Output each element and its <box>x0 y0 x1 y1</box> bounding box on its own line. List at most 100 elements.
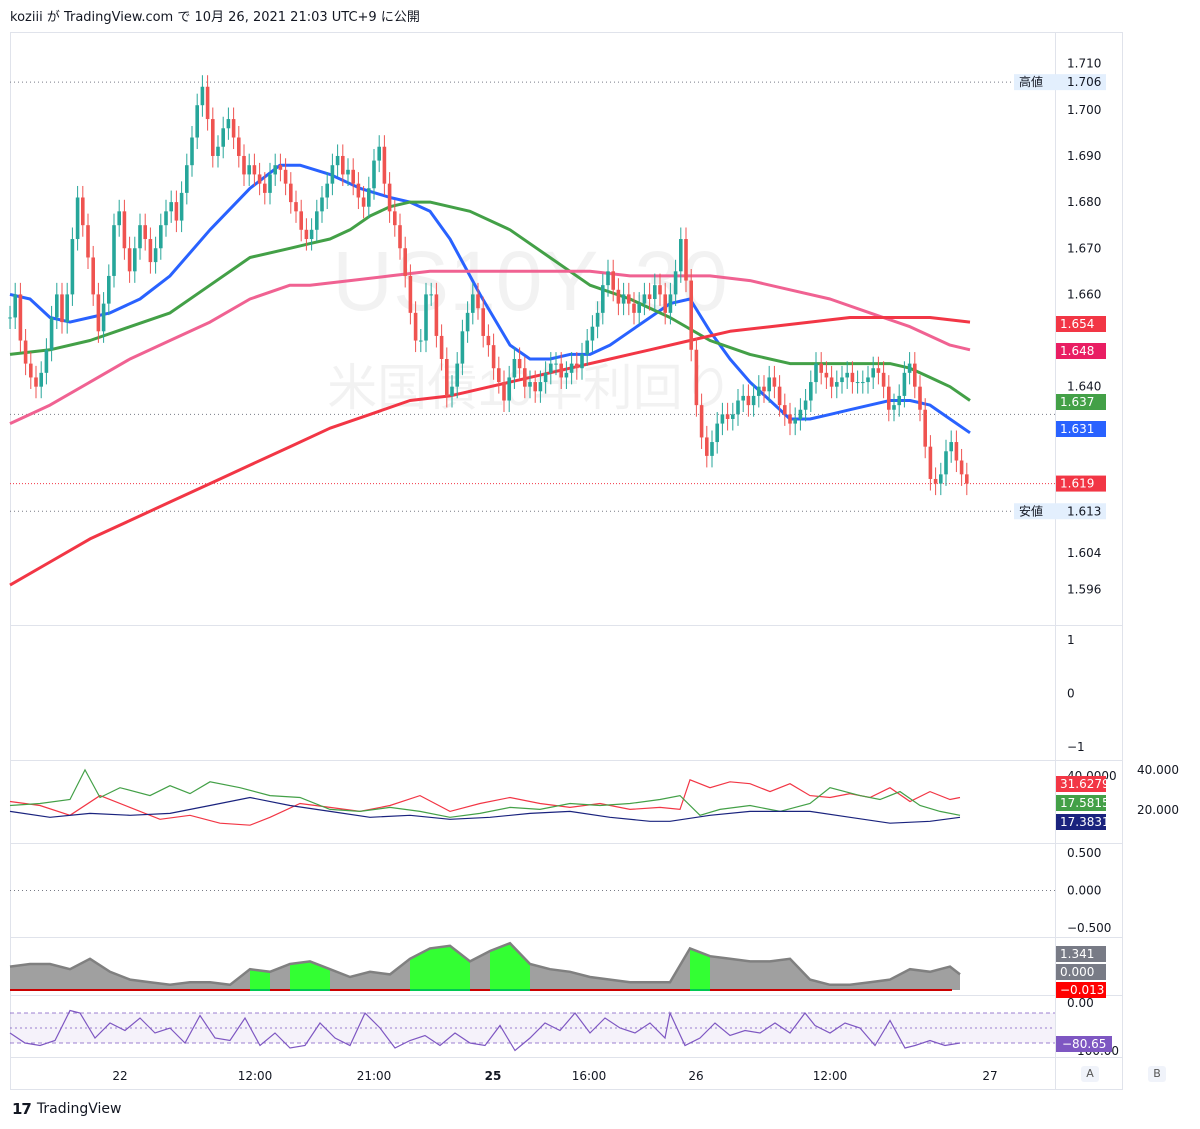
candle-body <box>653 285 657 300</box>
dmi-value-label: 17.3831 <box>1060 815 1110 829</box>
area-segment <box>590 977 610 990</box>
candle-body <box>933 478 938 484</box>
candle-body <box>413 312 418 341</box>
candle-body <box>185 165 189 193</box>
ma-line <box>9 200 971 402</box>
candle-body <box>590 326 595 341</box>
price-tick: 1.710 <box>1067 57 1101 71</box>
candle-body <box>377 146 381 161</box>
candle-body <box>751 395 756 406</box>
candle-body <box>819 363 823 373</box>
indicator2-tick: −0.500 <box>1067 921 1111 935</box>
candle-body <box>101 303 106 332</box>
author-name[interactable]: koziii <box>10 10 43 25</box>
candle-body <box>86 225 90 258</box>
indicator1-tick: 0 <box>1067 687 1075 701</box>
candle-body <box>268 174 272 193</box>
area-segment <box>490 943 510 990</box>
candle-body <box>153 248 158 263</box>
candle-body <box>637 303 641 313</box>
area-line <box>9 941 961 987</box>
candle-body <box>44 349 49 373</box>
candle-body <box>533 382 537 392</box>
candle-body <box>122 211 127 249</box>
area-value-label-bg <box>1056 982 1106 998</box>
area-segment <box>550 969 570 990</box>
candle-body <box>382 146 387 184</box>
candle-body <box>252 165 257 175</box>
area-value-label: −0.013 <box>1060 983 1104 997</box>
ma-line <box>9 163 971 435</box>
price-tick: 1.700 <box>1067 103 1101 117</box>
high-value: 1.706 <box>1067 75 1101 89</box>
ma-value-label: 1.654 <box>1060 317 1094 331</box>
candle-body <box>55 294 59 318</box>
candle-body <box>824 372 829 378</box>
candle-body <box>621 294 626 304</box>
moving-averages <box>9 163 971 587</box>
candle-body <box>403 248 407 276</box>
log-scale-button[interactable]: B <box>1148 1066 1166 1082</box>
candle-body <box>642 294 647 304</box>
candle-body <box>174 202 179 221</box>
candle-body <box>850 372 855 383</box>
candle-body <box>497 368 501 383</box>
candle-body <box>647 294 652 300</box>
candle-body <box>481 308 485 336</box>
candle-body <box>840 377 844 383</box>
candle-body <box>616 289 621 304</box>
oscillator-pane: 0.00−100.00−80.65 <box>9 996 1119 1058</box>
candle-body <box>772 377 777 387</box>
area-segment <box>730 958 750 990</box>
dmi-right-tick: 40.000 <box>1137 763 1179 777</box>
candle-body <box>627 294 631 304</box>
auto-scale-button[interactable]: A <box>1081 1066 1099 1082</box>
candle-body <box>549 363 553 373</box>
candle-body <box>159 225 163 249</box>
candle-body <box>673 271 678 295</box>
candle-body <box>543 372 548 383</box>
low-label-bg <box>1014 503 1106 520</box>
candle-body <box>315 211 319 230</box>
candle-body <box>793 418 797 424</box>
time-tick: 12:00 <box>238 1069 273 1083</box>
candle-body <box>18 294 23 341</box>
indicator-pane-1: 1 0 −1 <box>1067 633 1085 754</box>
candle-body <box>829 377 834 387</box>
candle-body <box>762 386 766 392</box>
candle-body <box>320 197 324 212</box>
tradingview-logo-icon: 17 <box>12 1100 32 1118</box>
current-price-label: 1.619 <box>1060 477 1094 491</box>
area-segment <box>790 958 810 990</box>
dmi-line <box>9 779 961 826</box>
candle-body <box>299 211 303 230</box>
tradingview-logo[interactable]: 17 TradingView <box>12 1100 121 1118</box>
dmi-value-label-bg <box>1056 814 1106 830</box>
candle-body <box>211 119 215 156</box>
candle-body <box>257 174 262 184</box>
candle-body <box>606 271 610 286</box>
candle-body <box>897 395 901 406</box>
candle-body <box>341 155 345 175</box>
price-tick: 1.604 <box>1067 546 1101 560</box>
candle-body <box>861 382 865 384</box>
candle-body <box>190 137 194 166</box>
candle-body <box>502 382 506 401</box>
candle-body <box>705 437 709 456</box>
osc-value-label: −80.65 <box>1062 1037 1106 1051</box>
time-tick: 12:00 <box>813 1069 848 1083</box>
candle-body <box>143 225 147 240</box>
candle-body <box>939 474 943 484</box>
candle-body <box>13 294 17 318</box>
candle-body <box>471 294 475 313</box>
candle-body <box>351 169 355 184</box>
candle-body <box>907 363 912 373</box>
candle-body <box>741 395 745 401</box>
price-tick: 1.690 <box>1067 149 1101 163</box>
candle-body <box>663 294 667 313</box>
area-segment <box>290 961 310 990</box>
indicator2-tick: 0.500 <box>1067 846 1101 860</box>
squeeze-area-pane: 1.341 0.000 −0.013 <box>9 941 1106 998</box>
